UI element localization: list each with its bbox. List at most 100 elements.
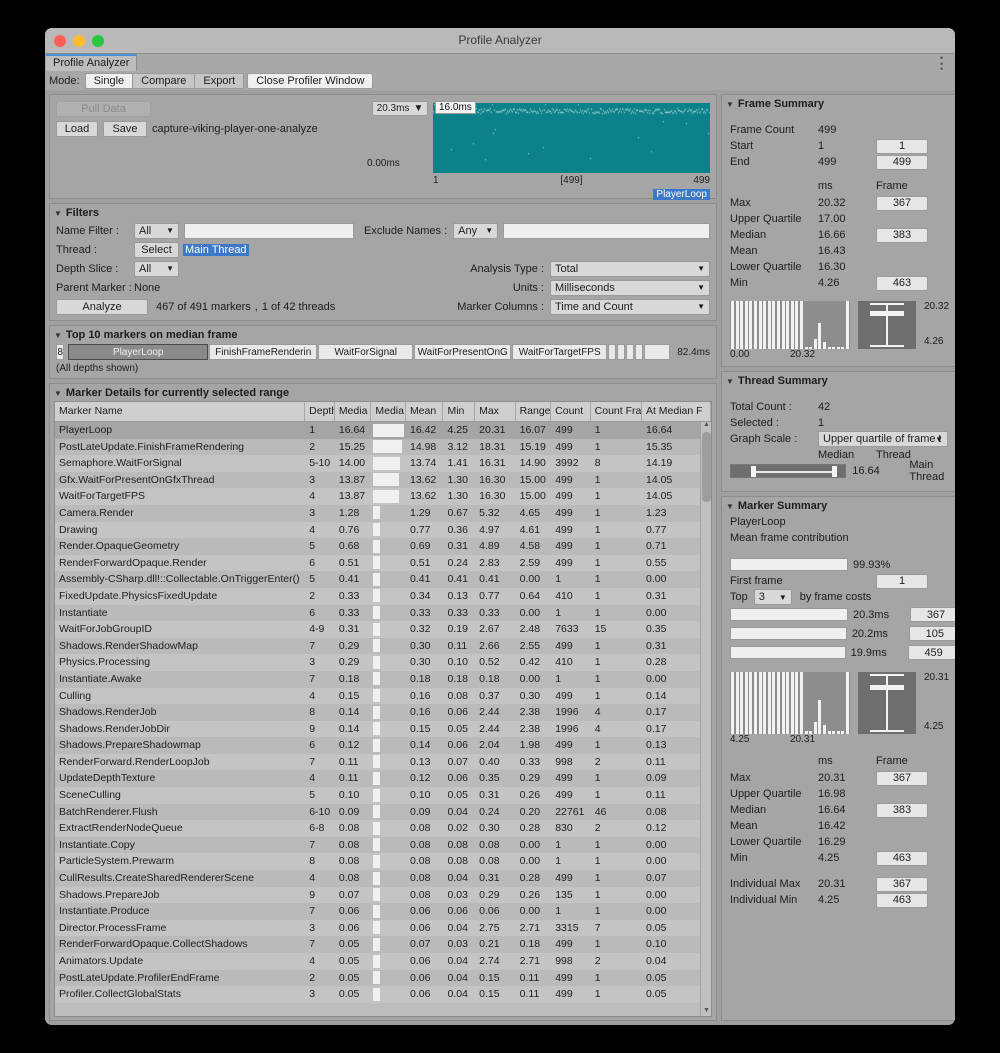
column-header-max[interactable]: Max — [475, 402, 516, 421]
analyze-button[interactable]: Analyze — [56, 298, 148, 315]
column-header-at-median[interactable]: At Median F — [642, 402, 711, 421]
analysis-type-dropdown[interactable]: Total ▼ — [550, 260, 710, 277]
top10-bar-2[interactable]: WaitForSignal — [318, 344, 414, 360]
marker-summary-individual-stat-frame-field[interactable]: 463 — [876, 892, 928, 908]
thread-row-main[interactable]: 16.64 Main Thread — [722, 459, 955, 483]
frame-time-graph[interactable] — [433, 103, 710, 173]
table-row[interactable]: RenderForward.RenderLoopJob 7 0.11 0.13 0.07… — [55, 753, 711, 771]
window-controls[interactable] — [54, 35, 104, 47]
tab-profile-analyzer[interactable]: Profile Analyzer — [46, 54, 138, 71]
column-header-median[interactable]: Media — [335, 402, 372, 421]
end-frame-field[interactable]: 499 — [876, 154, 928, 170]
name-filter-input[interactable] — [184, 222, 354, 239]
marker-details-table[interactable]: Marker Name Depth Media Media Mean Min M… — [54, 401, 712, 1017]
marker-columns-dropdown[interactable]: Time and Count ▼ — [550, 298, 710, 315]
table-row[interactable]: Render.OpaqueGeometry 5 0.68 0.69 0.31 4.89 4.… — [55, 538, 711, 555]
scroll-up-icon[interactable]: ▲ — [703, 421, 710, 428]
top-count-dropdown[interactable]: 3 ▼ — [753, 589, 792, 605]
table-row[interactable]: Gfx.WaitForPresentOnGfxThread 3 13.87 13.62… — [55, 471, 711, 489]
marker-details-header[interactable]: ▼ Marker Details for currently selected … — [50, 384, 716, 401]
table-row[interactable]: Profiler.CollectGlobalStats 3 0.05 0.06 0.04… — [55, 986, 711, 1003]
thread-median-slider[interactable] — [730, 464, 847, 478]
mode-single-button[interactable]: Single — [84, 72, 134, 89]
column-header-median-bar[interactable]: Media — [371, 402, 406, 421]
top10-header[interactable]: ▼ Top 10 markers on median frame — [50, 326, 716, 343]
table-row[interactable]: UpdateDepthTexture 4 0.11 0.12 0.06 0.35 0.29 4… — [55, 770, 711, 788]
depth-slice-dropdown[interactable]: All ▼ — [134, 260, 179, 277]
column-header-marker-name[interactable]: Marker Name — [55, 402, 306, 421]
table-row[interactable]: PostLateUpdate.FinishFrameRendering 2 15.2… — [55, 438, 711, 456]
top10-bar-4[interactable]: WaitForTargetFPS — [512, 344, 608, 360]
mode-export-button[interactable]: Export — [194, 72, 245, 89]
table-row[interactable]: SceneCulling 5 0.10 0.10 0.05 0.31 0.26 499 1 0.1… — [55, 787, 711, 804]
top-cost-frame-field[interactable]: 367 — [910, 607, 955, 622]
marker-summary-stat-frame-field[interactable]: 383 — [876, 802, 928, 818]
column-header-count-frame[interactable]: Count Fra — [591, 402, 642, 421]
table-row[interactable]: RenderForwardOpaque.Render 6 0.51 0.51 0.24 2… — [55, 554, 711, 572]
pull-data-button[interactable]: Pull Data — [56, 101, 151, 117]
table-row[interactable]: ExtractRenderNodeQueue 6-8 0.08 0.08 0.02 0.3… — [55, 820, 711, 837]
name-filter-mode-dropdown[interactable]: All ▼ — [134, 222, 179, 239]
table-row[interactable]: Semaphore.WaitForSignal 5-10 14.00 13.74 1.4… — [55, 455, 711, 472]
save-button[interactable]: Save — [103, 121, 147, 137]
table-row[interactable]: Shadows.RenderJobDir 9 0.14 0.15 0.05 2.44 2.3… — [55, 720, 711, 738]
column-header-depth[interactable]: Depth — [305, 402, 335, 421]
close-profiler-window-button[interactable]: Close Profiler Window — [247, 72, 374, 89]
top10-bar-1[interactable]: FinishFrameRenderin — [209, 344, 318, 360]
table-row[interactable]: PlayerLoop 1 16.64 16.42 4.25 20.31 16.07 499 1 1… — [55, 422, 711, 439]
frame-summary-stat-frame-field[interactable]: 463 — [876, 275, 928, 291]
frame-summary-header[interactable]: ▼ Frame Summary — [722, 95, 955, 112]
scroll-down-icon[interactable]: ▼ — [703, 1007, 710, 1014]
mode-button-group[interactable]: Single Compare Export — [84, 72, 245, 89]
marker-summary-individual-stat-frame-field[interactable]: 367 — [876, 876, 928, 892]
column-header-mean[interactable]: Mean — [406, 402, 444, 421]
graph-scale-select[interactable]: Upper quartile of frame tir ▼ — [818, 431, 948, 447]
table-row[interactable]: Physics.Processing 3 0.29 0.30 0.10 0.52 0.42 4… — [55, 654, 711, 671]
frame-summary-stat-frame-field[interactable]: 383 — [876, 227, 928, 243]
more-options-icon[interactable]: • • • — [940, 53, 944, 74]
top10-frame-chip[interactable]: 383 — [56, 344, 65, 360]
column-header-range[interactable]: Range — [516, 402, 552, 421]
close-window-button[interactable] — [54, 35, 66, 47]
top-cost-frame-field[interactable]: 105 — [908, 626, 955, 641]
table-row[interactable]: Director.ProcessFrame 3 0.06 0.06 0.04 2.75 2.… — [55, 919, 711, 937]
maximize-window-button[interactable] — [92, 35, 104, 47]
table-row[interactable]: Camera.Render 3 1.28 1.29 0.67 5.32 4.65 499 1 1.… — [55, 504, 711, 522]
table-row[interactable]: ParticleSystem.Prewarm 8 0.08 0.08 0.08 0.08 0… — [55, 853, 711, 871]
marker-summary-stat-frame-field[interactable]: 463 — [876, 850, 928, 866]
top10-bar-6[interactable] — [617, 344, 626, 360]
column-header-count[interactable]: Count — [551, 402, 591, 421]
exclude-mode-dropdown[interactable]: Any ▼ — [453, 222, 499, 239]
table-row[interactable]: Shadows.PrepareShadowmap 6 0.12 0.14 0.06 2.0… — [55, 737, 711, 754]
table-row[interactable]: Instantiate.Awake 7 0.18 0.18 0.18 0.18 0.00 1 1… — [55, 670, 711, 688]
top10-bar-9[interactable] — [644, 344, 671, 360]
table-row[interactable]: Shadows.RenderJob 8 0.14 0.16 0.06 2.44 2.38 19… — [55, 704, 711, 721]
table-row[interactable]: Instantiate.Copy 7 0.08 0.08 0.08 0.08 0.00 1 1 0… — [55, 836, 711, 854]
table-row[interactable]: Shadows.PrepareJob 9 0.07 0.08 0.03 0.29 0.26 1… — [55, 886, 711, 904]
table-row[interactable]: WaitForTargetFPS 4 13.87 13.62 1.30 16.30 15.0… — [55, 488, 711, 505]
units-dropdown[interactable]: Milliseconds ▼ — [550, 279, 710, 296]
table-row[interactable]: Shadows.RenderShadowMap 7 0.29 0.30 0.11 2.66… — [55, 637, 711, 655]
top10-bar-3[interactable]: WaitForPresentOnG — [414, 344, 512, 360]
table-row[interactable]: FixedUpdate.PhysicsFixedUpdate 2 0.33 0.34 0… — [55, 587, 711, 605]
top10-bar-7[interactable] — [626, 344, 635, 360]
graph-scale-dropdown[interactable]: 20.3ms ▼ — [372, 101, 428, 116]
table-row[interactable]: CullResults.CreateSharedRendererScene 4 0.… — [55, 870, 711, 887]
table-scrollbar[interactable]: ▲ ▼ — [700, 421, 711, 1016]
column-header-min[interactable]: Min — [443, 402, 476, 421]
first-frame-field[interactable]: 1 — [876, 573, 928, 589]
start-frame-field[interactable]: 1 — [876, 138, 928, 154]
table-row[interactable]: BatchRenderer.Flush 6-10 0.09 0.09 0.04 0.24 0… — [55, 803, 711, 821]
table-row[interactable]: RenderForwardOpaque.CollectShadows 7 0.05 0… — [55, 936, 711, 953]
exclude-names-input[interactable] — [503, 222, 710, 239]
frame-time-canvas[interactable] — [433, 103, 710, 173]
load-button[interactable]: Load — [56, 121, 98, 137]
table-body[interactable]: PlayerLoop 1 16.64 16.42 4.25 20.31 16.07 499 1 1… — [55, 422, 711, 1003]
table-row[interactable]: WaitForJobGroupID 4-9 0.31 0.32 0.19 2.67 2.48… — [55, 621, 711, 638]
table-row[interactable]: Instantiate.Produce 7 0.06 0.06 0.06 0.06 0.00… — [55, 903, 711, 920]
minimize-window-button[interactable] — [73, 35, 85, 47]
marker-summary-stat-frame-field[interactable]: 367 — [876, 770, 928, 786]
mode-compare-button[interactable]: Compare — [132, 72, 196, 89]
top10-bars[interactable]: PlayerLoop FinishFrameRenderin WaitForSign… — [68, 344, 671, 360]
scrollbar-thumb[interactable] — [702, 432, 711, 502]
